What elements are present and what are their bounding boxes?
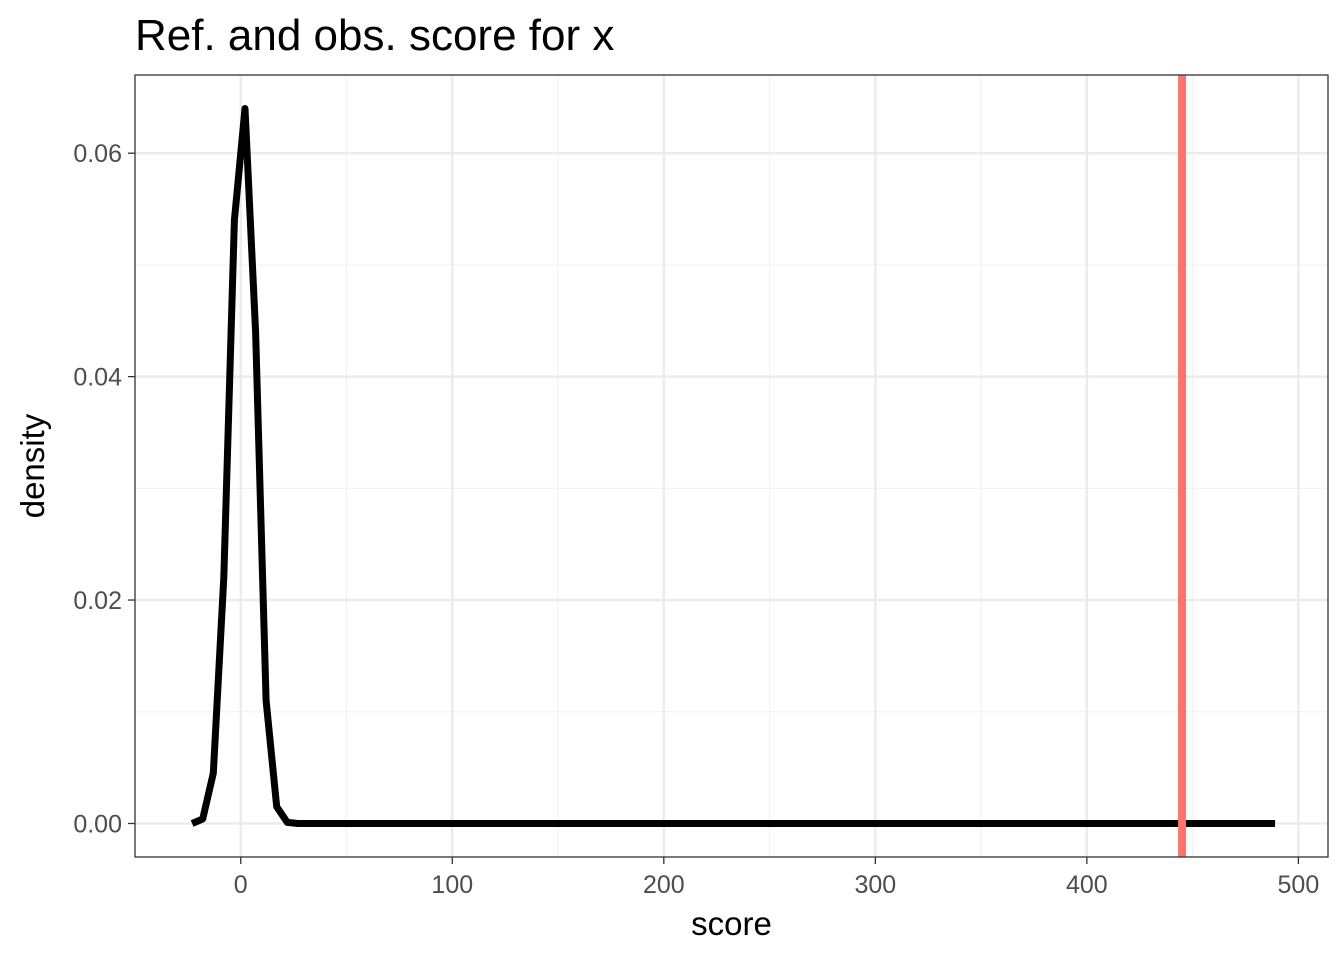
density-line [190,105,1276,827]
minor-gridlines [135,75,1328,857]
x-tick-label: 500 [1278,871,1320,899]
y-tick-label: 0.06 [73,140,122,168]
x-axis: 0 100 200 300 400 500 [234,857,1319,899]
major-gridlines [135,75,1328,857]
x-tick-label: 0 [234,871,248,899]
x-tick-label: 400 [1066,871,1108,899]
x-tick-label: 100 [431,871,473,899]
y-axis: 0.00 0.02 0.04 0.06 [73,140,135,838]
x-tick-label: 300 [854,871,896,899]
chart-title: Ref. and obs. score for x [135,11,614,60]
plot-panel-border [134,74,1329,858]
x-axis-title: score [691,905,772,942]
x-tick-label: 200 [643,871,685,899]
y-axis-title: density [14,413,51,518]
data-layer [190,75,1276,857]
y-tick-label: 0.04 [73,364,122,392]
y-tick-label: 0.00 [73,810,122,838]
y-tick-label: 0.02 [73,587,122,615]
